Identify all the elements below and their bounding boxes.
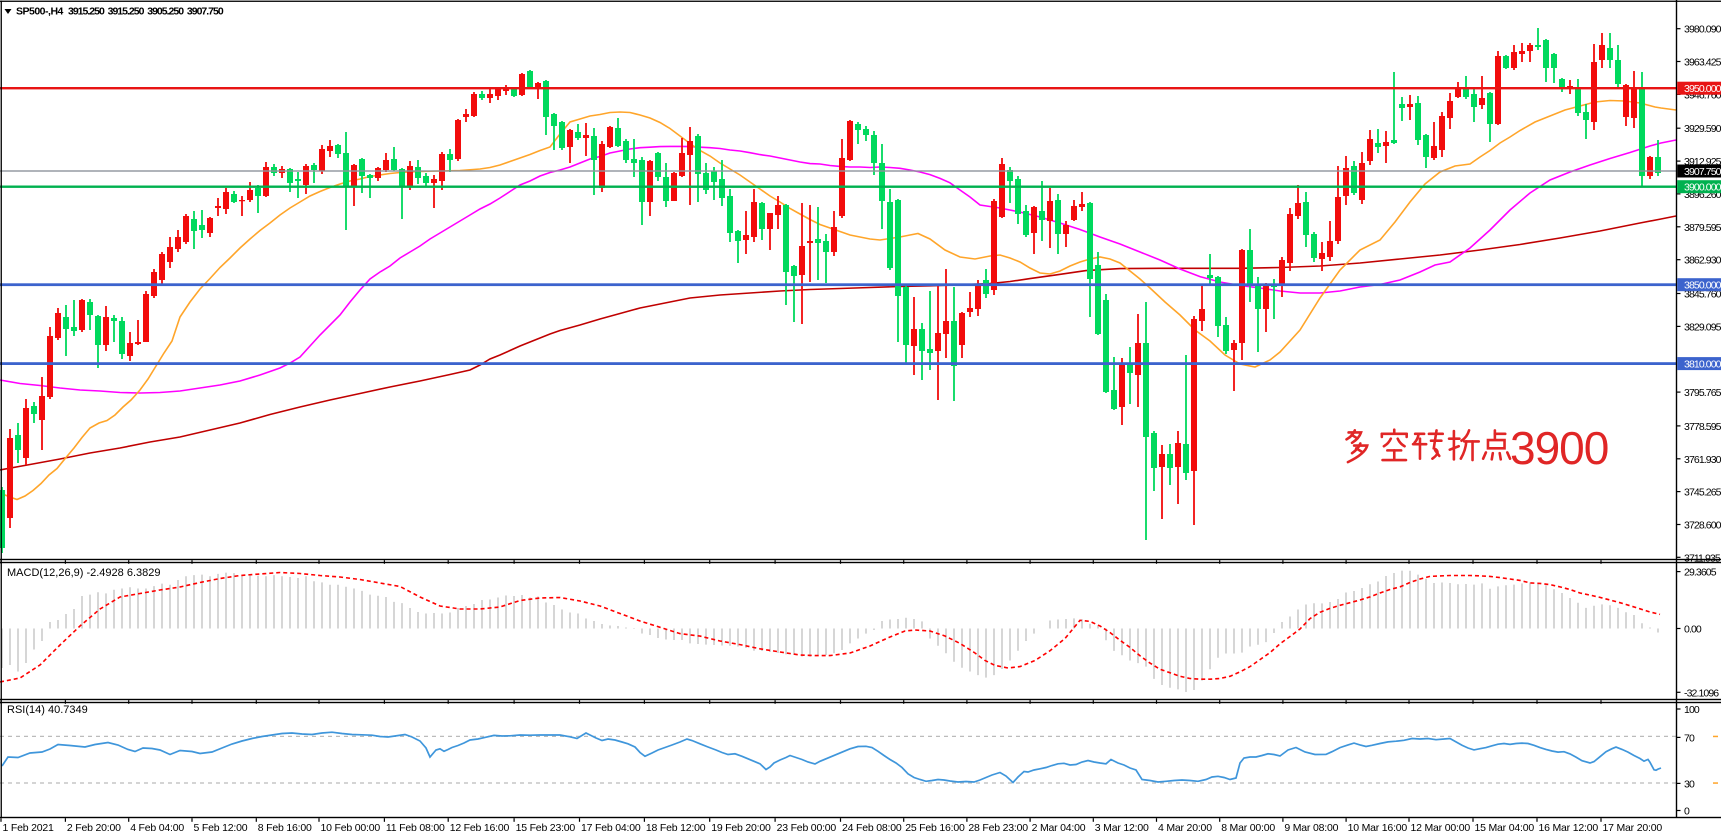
svg-text:1 Feb 2021: 1 Feb 2021 — [3, 822, 54, 834]
svg-text:3728.600: 3728.600 — [1684, 520, 1721, 532]
svg-text:3 Mar 12:00: 3 Mar 12:00 — [1095, 822, 1149, 834]
svg-text:3900.000: 3900.000 — [1684, 182, 1721, 194]
svg-text:10 Mar 16:00: 10 Mar 16:00 — [1348, 822, 1408, 834]
svg-text:17 Mar 20:00: 17 Mar 20:00 — [1603, 822, 1663, 834]
svg-text:-32.1096: -32.1096 — [1684, 687, 1719, 699]
svg-text:3810.000: 3810.000 — [1684, 359, 1721, 371]
svg-text:8 Feb 16:00: 8 Feb 16:00 — [258, 822, 312, 834]
svg-text:24 Feb 08:00: 24 Feb 08:00 — [842, 822, 902, 834]
svg-text:3915.250 3915.250 3905.250: 3915.250 3915.250 3905.250 3907.750 — [68, 6, 224, 18]
svg-text:19 Feb 20:00: 19 Feb 20:00 — [711, 822, 771, 834]
svg-text:25 Feb 16:00: 25 Feb 16:00 — [905, 822, 965, 834]
svg-text:3778.595: 3778.595 — [1684, 421, 1721, 433]
svg-text:15 Mar 04:00: 15 Mar 04:00 — [1475, 822, 1535, 834]
svg-text:17 Feb 04:00: 17 Feb 04:00 — [581, 822, 641, 834]
svg-text:3963.425: 3963.425 — [1684, 57, 1721, 69]
svg-text:3862.930: 3862.930 — [1684, 255, 1721, 267]
svg-text:8 Mar 00:00: 8 Mar 00:00 — [1221, 822, 1275, 834]
svg-text:4 Mar 20:00: 4 Mar 20:00 — [1158, 822, 1212, 834]
svg-text:MACD(12,26,9) -2.4928 6.3829: MACD(12,26,9) -2.4928 6.3829 — [7, 567, 160, 579]
svg-text:15 Feb 23:00: 15 Feb 23:00 — [516, 822, 576, 834]
svg-text:9 Mar 08:00: 9 Mar 08:00 — [1284, 822, 1338, 834]
svg-text:70: 70 — [1684, 732, 1695, 744]
svg-text:3929.590: 3929.590 — [1684, 123, 1721, 135]
svg-text:3907.750: 3907.750 — [1684, 166, 1721, 178]
svg-text:3761.930: 3761.930 — [1684, 454, 1721, 466]
svg-text:3745.265: 3745.265 — [1684, 487, 1721, 499]
svg-text:10 Feb 00:00: 10 Feb 00:00 — [321, 822, 381, 834]
svg-text:3950.000: 3950.000 — [1684, 83, 1721, 95]
svg-text:SP500-,H4: SP500-,H4 — [16, 6, 64, 18]
svg-text:2 Feb 20:00: 2 Feb 20:00 — [67, 822, 121, 834]
svg-text:3850.000: 3850.000 — [1684, 280, 1721, 292]
svg-text:100: 100 — [1684, 704, 1700, 716]
svg-text:3879.595: 3879.595 — [1684, 222, 1721, 234]
svg-text:3711.935: 3711.935 — [1684, 552, 1721, 564]
svg-text:12 Feb 16:00: 12 Feb 16:00 — [450, 822, 510, 834]
svg-text:3900: 3900 — [1510, 422, 1608, 474]
svg-text:12 Mar 00:00: 12 Mar 00:00 — [1411, 822, 1471, 834]
svg-text:3980.090: 3980.090 — [1684, 24, 1721, 36]
svg-text:23 Feb 00:00: 23 Feb 00:00 — [777, 822, 837, 834]
svg-text:29.3605: 29.3605 — [1684, 567, 1717, 579]
svg-text:5 Feb 12:00: 5 Feb 12:00 — [194, 822, 248, 834]
svg-text:11 Feb 08:00: 11 Feb 08:00 — [386, 822, 445, 834]
svg-text:28 Feb 23:00: 28 Feb 23:00 — [968, 822, 1028, 834]
svg-text:3795.765: 3795.765 — [1684, 387, 1721, 399]
svg-text:2 Mar 04:00: 2 Mar 04:00 — [1032, 822, 1086, 834]
svg-text:16 Mar 12:00: 16 Mar 12:00 — [1539, 822, 1599, 834]
svg-text:0.00: 0.00 — [1684, 624, 1702, 636]
svg-text:18 Feb 12:00: 18 Feb 12:00 — [646, 822, 706, 834]
svg-text:3845.760: 3845.760 — [1684, 289, 1721, 301]
svg-text:3829.095: 3829.095 — [1684, 321, 1721, 333]
svg-text:RSI(14) 40.7349: RSI(14) 40.7349 — [7, 704, 88, 716]
svg-text:30: 30 — [1684, 778, 1695, 790]
svg-text:0: 0 — [1684, 806, 1690, 818]
svg-text:4 Feb 04:00: 4 Feb 04:00 — [130, 822, 184, 834]
